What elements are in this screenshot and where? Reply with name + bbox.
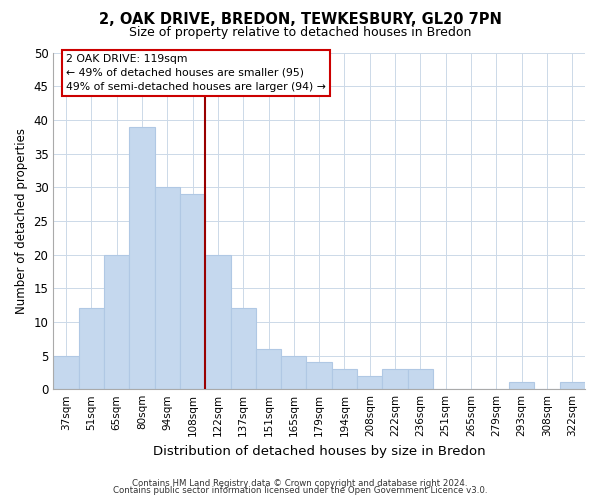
Bar [79, 308, 104, 389]
Bar [256, 349, 281, 389]
Bar [104, 254, 129, 389]
Text: Contains public sector information licensed under the Open Government Licence v3: Contains public sector information licen… [113, 486, 487, 495]
Bar [129, 126, 155, 389]
Text: Size of property relative to detached houses in Bredon: Size of property relative to detached ho… [129, 26, 471, 39]
Bar [408, 369, 433, 389]
Text: 2, OAK DRIVE, BREDON, TEWKESBURY, GL20 7PN: 2, OAK DRIVE, BREDON, TEWKESBURY, GL20 7… [98, 12, 502, 28]
Bar [560, 382, 585, 389]
Text: Contains HM Land Registry data © Crown copyright and database right 2024.: Contains HM Land Registry data © Crown c… [132, 478, 468, 488]
X-axis label: Distribution of detached houses by size in Bredon: Distribution of detached houses by size … [153, 444, 485, 458]
Bar [230, 308, 256, 389]
Bar [205, 254, 230, 389]
Bar [357, 376, 382, 389]
Bar [281, 356, 307, 389]
Bar [332, 369, 357, 389]
Bar [509, 382, 535, 389]
Bar [382, 369, 408, 389]
Bar [307, 362, 332, 389]
Bar [53, 356, 79, 389]
Y-axis label: Number of detached properties: Number of detached properties [15, 128, 28, 314]
Bar [155, 187, 180, 389]
Text: 2 OAK DRIVE: 119sqm
← 49% of detached houses are smaller (95)
49% of semi-detach: 2 OAK DRIVE: 119sqm ← 49% of detached ho… [66, 54, 326, 92]
Bar [180, 194, 205, 389]
